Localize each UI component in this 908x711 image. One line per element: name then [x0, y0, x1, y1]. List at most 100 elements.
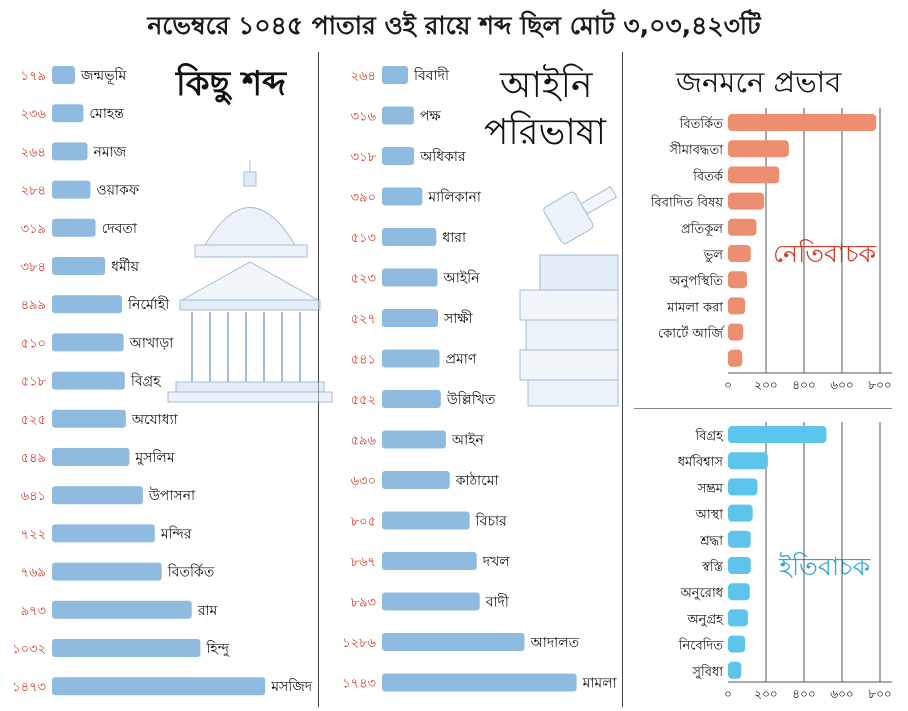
legal-bar [382, 66, 408, 84]
positive-label: ইতিবাচক [779, 552, 871, 581]
legal-category-label: মালিকানা [427, 189, 481, 206]
legal-bar [382, 633, 525, 651]
legal-bar [382, 309, 438, 327]
words-value-label: ৫১০ [21, 336, 46, 351]
legal-bar [382, 673, 577, 692]
negative-bar [728, 245, 751, 262]
words-bar [52, 409, 126, 428]
negative-category-label: ভুল [703, 248, 724, 263]
words-bar [52, 218, 96, 237]
words-value-label: ৭২২ [21, 527, 46, 542]
words-value-label: ২৮৪ [21, 184, 46, 199]
words-category-label: মুসলিম [134, 449, 174, 466]
legal-value-label: ৮৬৭ [351, 555, 376, 570]
negative-tick-label: ৪০০ [792, 378, 815, 392]
positive-category-label: স্বস্তি [701, 559, 724, 575]
negative-category-label: সীমাবদ্ধতা [668, 142, 723, 158]
words-bar [52, 142, 88, 161]
negative-category-label: মামলা করা [666, 300, 723, 315]
legal-panel-title-line2: পরিভাষা [484, 112, 607, 153]
legal-bar [382, 349, 440, 368]
positive-category-label: সম্ভ্রম [697, 481, 724, 496]
words-value-label: ৭৬৯ [21, 566, 46, 581]
positive-category-label: শ্রদ্ধা [699, 534, 723, 549]
words-panel-title: কিছু শব্দ [176, 64, 286, 104]
legal-value-label: ৫৯৬ [351, 434, 377, 449]
gavel-and-books-icon [519, 185, 619, 407]
negative-bar [728, 349, 743, 367]
positive-tick-label: ৪০০ [792, 687, 815, 701]
impact-panel-title: জনমনে প্রভাব [676, 65, 842, 99]
positive-category-label: অনুরোধ [680, 586, 724, 601]
words-category-label: বিতর্কিত [167, 564, 215, 581]
impact-divider [634, 408, 892, 409]
legal-bar [382, 592, 480, 611]
negative-bar [728, 218, 757, 236]
legal-category-label: আইনি [443, 270, 481, 287]
legal-category-label: প্রমাণ [446, 352, 477, 368]
words-value-label: ১৭৯ [21, 69, 46, 84]
legal-bar [382, 552, 477, 570]
legal-bar [382, 471, 450, 489]
words-bar [52, 600, 192, 619]
words-category-label: উপাসনা [148, 487, 196, 504]
legal-category-label: উল্লিখিত [446, 391, 496, 408]
words-bar [52, 104, 84, 123]
words-value-label: ২৩৬ [21, 107, 47, 122]
legal-category-label: কাঠামো [455, 472, 500, 489]
legal-bar [382, 228, 437, 246]
words-category-label: ওয়াকফ [96, 183, 139, 199]
legal-value-label: ৮০৫ [351, 515, 376, 530]
legal-category-label: ধারা [442, 230, 467, 246]
legal-category-label: বিচার [475, 513, 507, 530]
legal-value-label: ৩৯০ [351, 191, 376, 206]
negative-tick-label: ০ [724, 378, 732, 392]
words-category-label: দেবতা [102, 221, 138, 237]
words-bar [52, 295, 123, 314]
words-bar [52, 371, 125, 390]
words-value-label: ৬৪১ [21, 489, 46, 504]
positive-bar [728, 661, 742, 679]
words-category-label: মন্দির [160, 525, 192, 542]
legal-category-label: আইন [451, 432, 485, 449]
column-divider-right [622, 52, 623, 707]
legal-category-label: বাদী [485, 594, 510, 611]
words-value-label: ৫৪৯ [21, 451, 46, 466]
words-category-label: মসজিদ [270, 678, 313, 695]
words-value-label: ১৪৭৩ [12, 680, 46, 695]
negative-bar [728, 297, 746, 315]
words-category-label: নমাজ [92, 144, 126, 160]
positive-bar [728, 557, 751, 574]
words-category-label: আখাড়া [129, 335, 175, 351]
legal-value-label: ৫৫২ [351, 393, 376, 408]
negative-tick-label: ৮০০ [868, 378, 891, 392]
words-category-label: মোহন্ত [89, 106, 124, 122]
words-category-label: ধর্মীয় [111, 258, 140, 275]
page-title: নভেম্বরে ১০৪৫ পাতার ওই রায়ে শব্দ ছিল মো… [147, 11, 761, 40]
words-bar [52, 180, 91, 199]
legal-bar [382, 430, 446, 449]
negative-category-label: বিতর্কিত [679, 116, 724, 132]
positive-bar [728, 583, 750, 601]
positive-bar [728, 530, 751, 548]
words-value-label: ৩৮৪ [21, 260, 46, 275]
legal-value-label: ৫২৭ [351, 312, 376, 327]
words-bar [52, 639, 201, 657]
legal-value-label: ৫১৩ [351, 231, 376, 246]
positive-tick-label: ৬০০ [830, 687, 853, 701]
negative-tick-label: ৬০০ [830, 378, 853, 392]
words-bar [52, 562, 162, 581]
legal-bar [382, 147, 415, 165]
negative-bar [728, 271, 747, 289]
positive-tick-label: ২০০ [754, 687, 777, 701]
words-value-label: ৫২৫ [21, 413, 46, 428]
legal-bar [382, 187, 423, 206]
words-value-label: ৩১৯ [21, 222, 46, 237]
positive-category-label: অনুগ্রহ [686, 612, 724, 627]
legal-bar [382, 390, 441, 408]
words-category-label: রাম [197, 603, 218, 619]
negative-label: নেতিবাচক [773, 239, 877, 268]
legal-category-label: সাক্ষী [443, 310, 474, 327]
negative-bar [728, 323, 744, 341]
words-bar [52, 257, 106, 275]
